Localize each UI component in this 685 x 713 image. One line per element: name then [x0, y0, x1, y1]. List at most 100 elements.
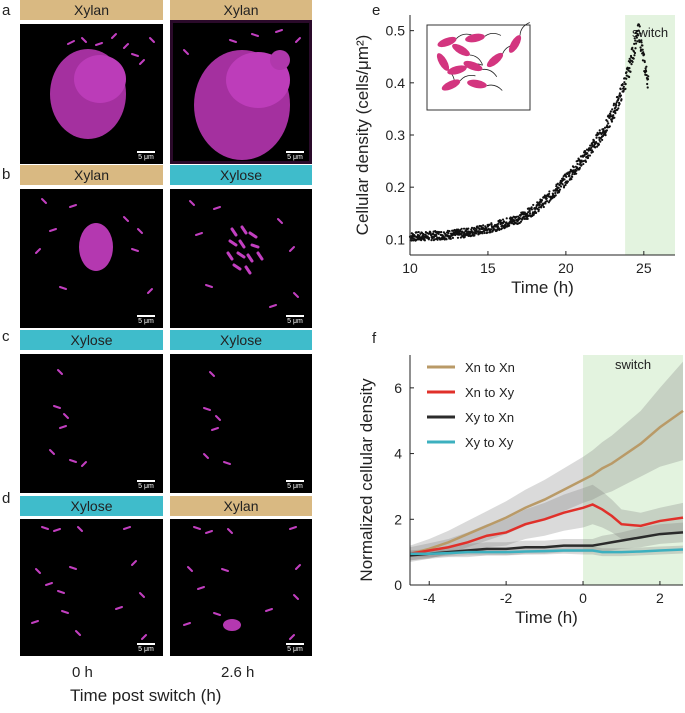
bacterium: [441, 74, 476, 91]
data-point: [544, 202, 547, 205]
cell-cluster: [74, 55, 126, 103]
data-point: [537, 208, 540, 211]
scattered-cells: [49, 369, 87, 467]
data-point: [588, 154, 592, 157]
data-point: [576, 162, 579, 166]
data-point: [438, 231, 441, 234]
chart-f: switch -4 -2 0 2 0 2 4 6 Time (h) Normalized cellu…: [357, 355, 684, 627]
data-point: [619, 94, 623, 97]
y-tick-label: 0.4: [386, 75, 406, 91]
data-point: [637, 29, 640, 32]
data-point: [537, 206, 541, 209]
data-point: [598, 138, 601, 141]
data-point: [601, 138, 604, 141]
data-point: [645, 70, 648, 73]
data-point: [639, 48, 643, 51]
data-point: [640, 39, 643, 42]
scale-bar-label: 5 μm: [287, 646, 303, 653]
data-point: [641, 48, 644, 51]
y-tick-label: 4: [394, 446, 402, 462]
micro-time-right: 2.6 h: [221, 664, 255, 681]
panel-d-left-cells: [31, 526, 147, 640]
data-point: [422, 233, 425, 237]
scale-bar-label: 5 μm: [138, 154, 154, 161]
bacterium-body: [441, 79, 461, 91]
data-point: [460, 232, 463, 235]
data-point: [647, 75, 650, 78]
data-point: [526, 212, 529, 216]
data-point: [508, 224, 511, 227]
panel-letter-c: c: [2, 328, 10, 345]
data-point: [617, 97, 620, 100]
data-point: [646, 82, 649, 86]
data-point: [628, 75, 631, 79]
scale-bar: 5 μm: [137, 480, 155, 490]
data-point: [570, 178, 573, 181]
scatter-points: [408, 23, 650, 242]
panel-c-right-condition: Xylose: [170, 330, 312, 350]
data-point: [540, 198, 544, 202]
cell-cluster: [79, 223, 113, 271]
x-tick-label: 20: [558, 260, 574, 276]
data-point: [457, 228, 460, 231]
y-tick-label: 0.3: [386, 127, 406, 143]
scale-bar-label: 5 μm: [138, 483, 154, 490]
data-point: [631, 60, 634, 64]
bacterium-body: [436, 53, 450, 71]
data-point: [625, 71, 628, 74]
bacterium-flagellum: [482, 68, 498, 77]
scale-bar: 5 μm: [286, 643, 304, 653]
data-point: [591, 143, 594, 146]
bacterium-body: [486, 52, 504, 68]
legend-label: Xn to Xy: [465, 385, 515, 400]
data-point: [606, 120, 609, 123]
data-point: [572, 166, 575, 169]
data-point: [561, 183, 564, 186]
data-point: [637, 23, 641, 26]
data-point: [500, 227, 504, 230]
data-point: [470, 226, 474, 229]
data-point: [571, 173, 574, 176]
data-point: [460, 227, 463, 230]
series-xn-to-xn: [409, 409, 684, 555]
data-point: [614, 112, 617, 115]
bacterium-flagellum: [469, 54, 483, 65]
x-tick-label: 15: [480, 260, 496, 276]
data-point: [558, 188, 562, 191]
data-point: [505, 217, 508, 220]
data-point: [614, 106, 617, 109]
data-point: [595, 145, 599, 148]
data-point: [607, 122, 610, 125]
data-point: [597, 143, 601, 146]
data-point: [545, 200, 549, 203]
data-point: [519, 220, 523, 223]
data-point: [456, 236, 460, 239]
data-point: [445, 238, 448, 241]
bacterium-body: [452, 43, 470, 57]
y-tick-label: 0: [394, 577, 402, 593]
y-tick-label: 0.1: [386, 231, 406, 247]
data-point: [634, 47, 637, 50]
y-tick-label: 2: [394, 511, 402, 527]
panel-b-right-cells: [189, 200, 299, 308]
data-point: [427, 236, 431, 240]
data-point: [462, 227, 466, 230]
panel-c-left-image: 5 μm: [20, 354, 163, 493]
data-point: [641, 44, 644, 47]
scale-bar: 5 μm: [286, 480, 304, 490]
data-point: [610, 120, 614, 123]
data-point: [571, 175, 574, 178]
data-point: [634, 42, 638, 45]
scattered-cells: [183, 526, 301, 640]
panel-b-left-image: 5 μm: [20, 189, 163, 328]
data-point: [591, 150, 594, 153]
bacterium-flagellum: [486, 84, 503, 91]
panel-letter-b: b: [2, 166, 11, 183]
data-point: [615, 104, 618, 107]
data-point: [519, 217, 522, 220]
y-axis-label: Normalized cellular density: [357, 378, 376, 582]
data-point: [595, 136, 598, 139]
panel-a-right-condition: Xylan: [170, 0, 312, 20]
data-point: [526, 217, 529, 220]
micro-time-left: 0 h: [72, 664, 93, 681]
